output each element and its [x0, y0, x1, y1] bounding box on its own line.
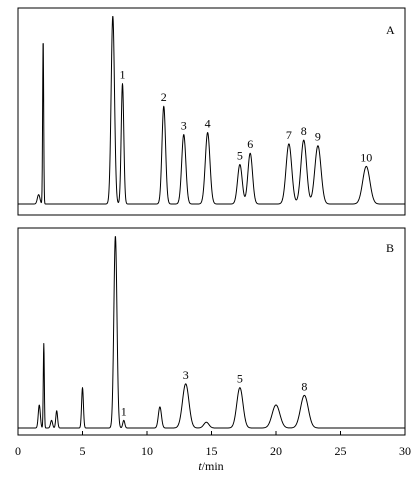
panel-b: B 1 3 5 8 [17, 227, 406, 436]
panel-b-label: B [386, 241, 394, 255]
peak-label-a-6: 6 [247, 137, 253, 151]
panel-a-label: A [386, 23, 395, 37]
peak-label-b-3: 3 [183, 368, 189, 382]
peak-label-b-5: 5 [237, 372, 243, 386]
x-tick-label-30: 30 [399, 444, 411, 458]
peak-label-a-7: 7 [286, 128, 292, 142]
peak-labels-b: 1 3 5 8 [121, 368, 308, 418]
peak-label-a-2: 2 [161, 90, 167, 104]
x-axis-label: t/min [198, 459, 223, 473]
peak-label-a-1: 1 [119, 68, 125, 82]
x-tick-label-5: 5 [80, 444, 86, 458]
panel-a-frame [17, 7, 406, 216]
x-tick-label-25: 25 [335, 444, 347, 458]
trace-b [18, 236, 406, 429]
peak-label-a-3: 3 [181, 118, 187, 132]
x-axis: 0 5 10 15 20 25 30 [15, 431, 411, 458]
peak-labels-a: 1 23 4 56 7 8 9 10 [119, 68, 372, 165]
peak-label-a-4: 4 [205, 117, 211, 131]
x-axis-label-var: t [198, 459, 202, 473]
panel-b-frame [17, 227, 406, 436]
peak-label-b-1: 1 [121, 404, 127, 418]
peak-label-b-8: 8 [301, 379, 307, 393]
x-tick-label-15: 15 [206, 444, 218, 458]
peak-label-a-9: 9 [315, 130, 321, 144]
x-tick-label-0: 0 [15, 444, 21, 458]
x-tick-label-10: 10 [141, 444, 153, 458]
peak-label-a-8: 8 [301, 124, 307, 138]
x-axis-label-unit: /min [202, 459, 224, 473]
trace-a [18, 16, 406, 205]
peak-label-a-10: 10 [360, 150, 372, 164]
peak-label-a-5: 5 [237, 149, 243, 163]
panel-a: A 1 23 4 56 7 8 9 10 [17, 7, 406, 216]
x-tick-label-20: 20 [270, 444, 282, 458]
